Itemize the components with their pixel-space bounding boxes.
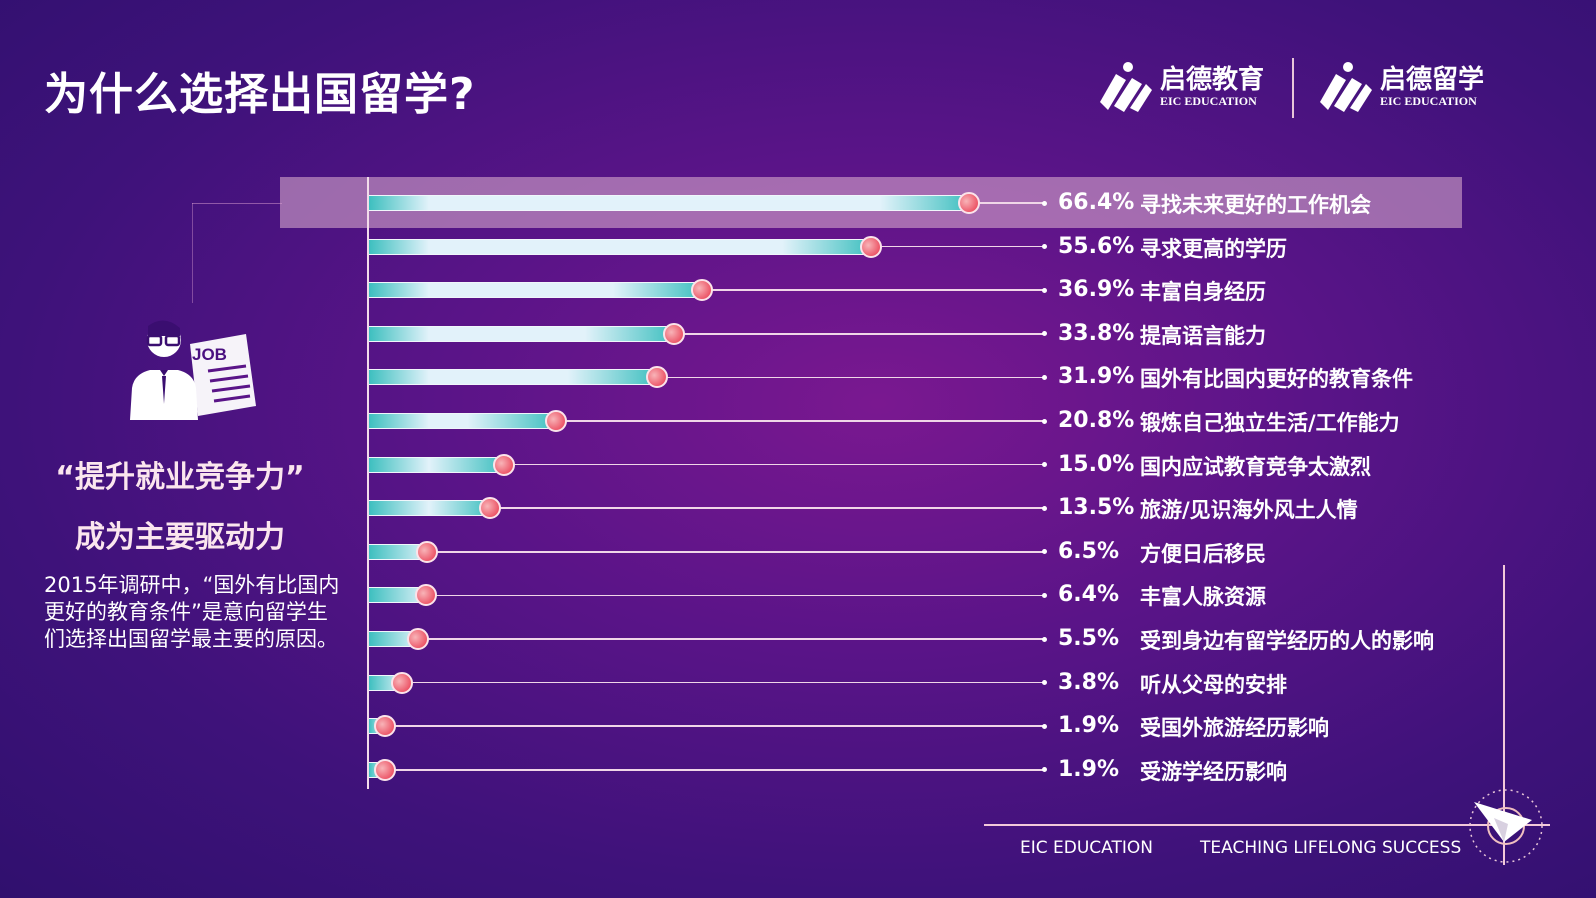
- value-marker: [690, 279, 713, 302]
- value-marker: [662, 322, 685, 345]
- value-label: 55.6%: [1058, 233, 1135, 259]
- svg-text:JOB: JOB: [192, 345, 227, 364]
- connector-line: [425, 594, 1045, 597]
- category-label: 受到身边有留学经历的人的影响: [1140, 629, 1434, 653]
- connector-end: [1042, 549, 1047, 555]
- value-label: 20.8%: [1058, 408, 1135, 433]
- connector-end: [1042, 287, 1047, 293]
- connector-line: [503, 463, 1045, 466]
- value-label: 5.5%: [1058, 626, 1120, 651]
- value-label: 15.0%: [1058, 451, 1135, 477]
- connector-end: [1042, 767, 1047, 773]
- value-label: 1.9%: [1058, 713, 1120, 739]
- connector-line: [417, 638, 1045, 640]
- value-label: 3.8%: [1058, 669, 1120, 695]
- bar: [368, 195, 969, 211]
- bar: [368, 456, 504, 473]
- value-label: 1.9%: [1058, 756, 1120, 782]
- bar: [368, 238, 872, 255]
- connector-end: [1042, 723, 1047, 729]
- survey-note: 2015年调研中，“国外有比国内更好的教育条件”是意向留学生们选择出国留学最主要…: [44, 573, 340, 651]
- value-marker: [860, 235, 883, 258]
- category-label: 锻炼自己独立生活/工作能力: [1140, 411, 1400, 435]
- value-label: 31.9%: [1058, 364, 1135, 390]
- category-label: 旅游/见识海外风土人情: [1140, 498, 1358, 523]
- connector-line: [656, 376, 1045, 379]
- paper-plane-icon: [1462, 784, 1552, 872]
- connector-line: [556, 420, 1045, 422]
- lead-line-vertical: [192, 203, 193, 303]
- category-label: 丰富人脉资源: [1140, 585, 1266, 610]
- footer-vertical-line: [1503, 565, 1505, 865]
- value-marker: [414, 584, 437, 607]
- connector-end: [1042, 244, 1047, 250]
- page-title: 为什么选择出国留学?: [44, 69, 476, 120]
- category-label: 方便日后移民: [1140, 541, 1266, 566]
- value-marker: [406, 628, 429, 650]
- value-label: 13.5%: [1058, 495, 1135, 521]
- footer-brand: EIC EDUCATION: [1020, 838, 1153, 858]
- connector-end: [1042, 200, 1047, 206]
- connector-end: [1042, 374, 1047, 380]
- value-marker: [374, 715, 397, 738]
- connector-line: [673, 333, 1045, 335]
- value-marker: [391, 671, 414, 694]
- lead-line: [192, 203, 282, 204]
- connector-line: [385, 769, 1045, 771]
- y-axis: [367, 177, 369, 789]
- category-label: 提高语言能力: [1140, 323, 1266, 348]
- category-label: 寻求更高的学历: [1140, 236, 1287, 261]
- connector-line: [402, 681, 1045, 684]
- bar: [368, 369, 657, 386]
- value-label: 66.4%: [1058, 190, 1135, 215]
- value-label: 6.4%: [1058, 582, 1120, 608]
- connector-end: [1042, 680, 1047, 686]
- value-marker: [645, 366, 668, 389]
- value-marker: [545, 410, 568, 432]
- logo-eic-study-abroad: 启德留学 EIC EDUCATION: [1318, 60, 1484, 114]
- bar: [368, 500, 491, 517]
- category-label: 国内应试教育竞争太激烈: [1140, 454, 1371, 479]
- connector-end: [1042, 636, 1047, 642]
- value-label: 6.5%: [1058, 538, 1120, 564]
- connector-end: [1042, 462, 1047, 468]
- connector-line: [701, 289, 1045, 291]
- category-label: 国外有比国内更好的教育条件: [1140, 367, 1413, 392]
- connector-line: [490, 507, 1045, 509]
- connector-line: [426, 551, 1045, 553]
- connector-line: [968, 202, 1045, 204]
- category-label: 受游学经历影响: [1140, 759, 1287, 784]
- bar: [368, 282, 702, 299]
- bar: [368, 413, 557, 429]
- value-marker: [374, 758, 397, 781]
- connector-end: [1042, 505, 1047, 511]
- value-label: 33.8%: [1058, 320, 1135, 346]
- connector-line: [871, 245, 1045, 248]
- footer-slogan: TEACHING LIFELONG SUCCESS: [1200, 838, 1462, 858]
- category-label: 听从父母的安排: [1140, 672, 1287, 697]
- value-label: 36.9%: [1058, 277, 1135, 303]
- headline: “提升就业竞争力” 成为主要驱动力: [55, 460, 305, 555]
- category-label: 受国外旅游经历影响: [1140, 716, 1329, 741]
- category-label: 寻找未来更好的工作机会: [1140, 193, 1371, 217]
- category-label: 丰富自身经历: [1140, 280, 1266, 305]
- connector-end: [1042, 418, 1047, 424]
- value-marker: [957, 192, 980, 214]
- value-marker: [415, 540, 438, 563]
- eic-logo-icon: [1100, 62, 1152, 112]
- eic-logo-icon: [1320, 62, 1372, 112]
- bar: [368, 325, 674, 342]
- connector-line: [385, 725, 1045, 727]
- logo-divider: [1292, 58, 1294, 118]
- value-marker: [492, 453, 515, 476]
- connector-end: [1042, 331, 1047, 337]
- value-marker: [479, 497, 502, 520]
- logo-eic-education: 启德教育 EIC EDUCATION: [1098, 60, 1264, 114]
- job-seeker-icon: JOB: [128, 316, 258, 426]
- footer-line: [984, 824, 1550, 826]
- connector-end: [1042, 592, 1047, 598]
